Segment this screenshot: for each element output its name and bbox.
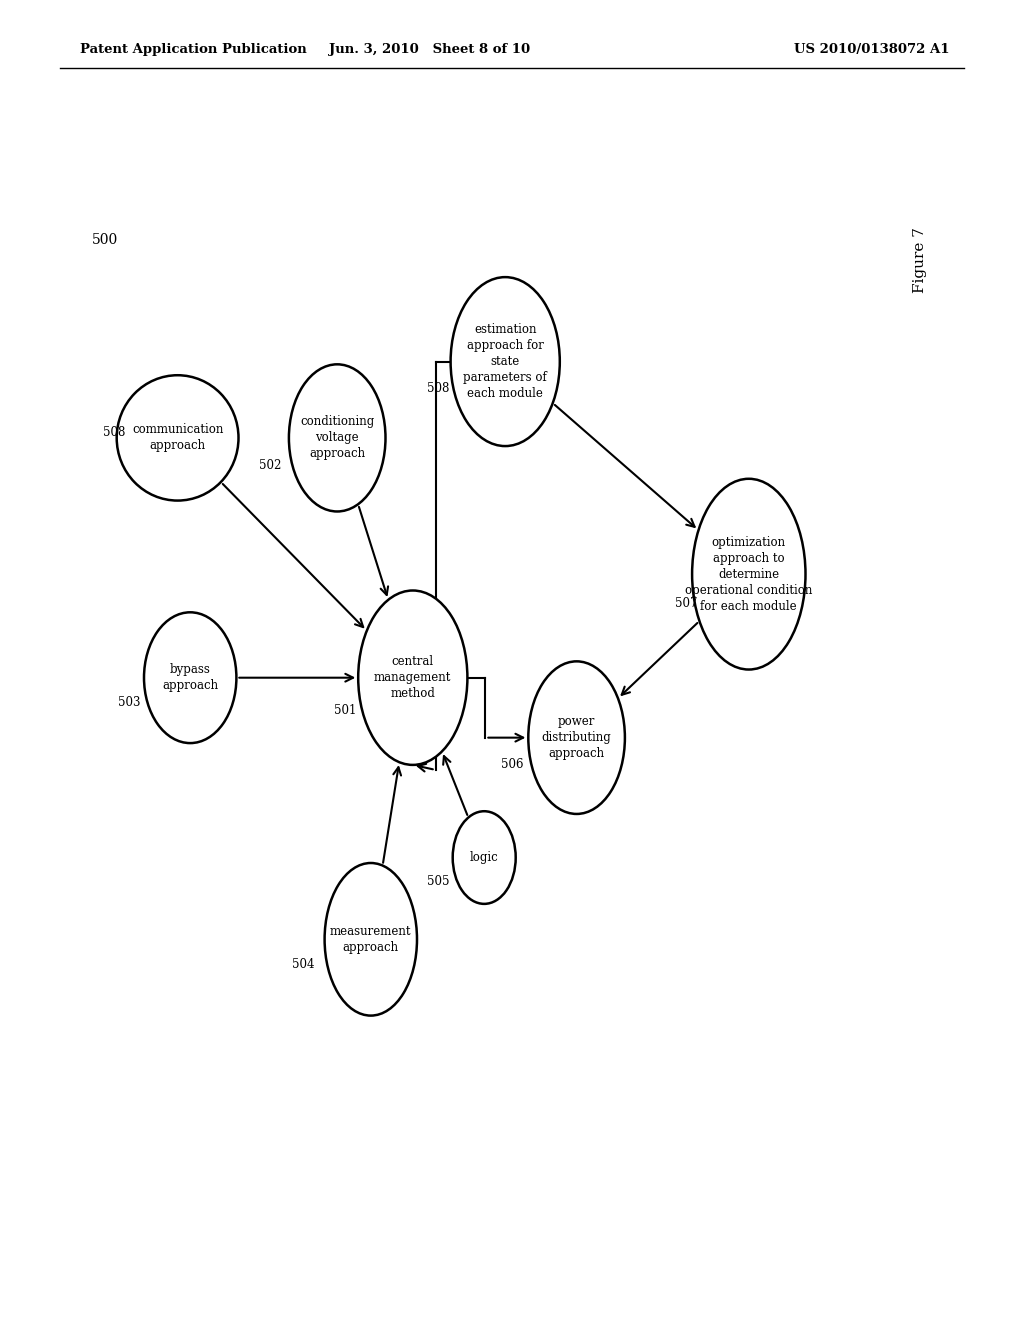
Text: central
management
method: central management method [374,655,452,700]
Ellipse shape [144,612,237,743]
Text: conditioning
voltage
approach: conditioning voltage approach [300,416,375,461]
Ellipse shape [528,661,625,814]
Text: 506: 506 [501,759,523,771]
Ellipse shape [692,479,806,669]
Ellipse shape [451,277,560,446]
Text: logic: logic [470,851,499,865]
Text: optimization
approach to
determine
operational condition
for each module: optimization approach to determine opera… [685,536,812,612]
Text: 508: 508 [427,383,450,396]
Text: estimation
approach for
state
parameters of
each module: estimation approach for state parameters… [463,323,547,400]
Text: 504: 504 [292,958,314,972]
Text: measurement
approach: measurement approach [330,925,412,954]
Text: 500: 500 [92,234,118,247]
Ellipse shape [117,375,239,500]
Text: communication
approach: communication approach [132,424,223,453]
Text: US 2010/0138072 A1: US 2010/0138072 A1 [795,44,950,57]
Ellipse shape [325,863,417,1015]
Text: Jun. 3, 2010   Sheet 8 of 10: Jun. 3, 2010 Sheet 8 of 10 [330,44,530,57]
Ellipse shape [358,590,467,764]
Text: 501: 501 [335,704,356,717]
Text: 507: 507 [675,597,697,610]
Text: 503: 503 [119,696,141,709]
Text: Figure 7: Figure 7 [913,227,927,293]
Text: 508: 508 [103,426,126,440]
Text: power
distributing
approach: power distributing approach [542,715,611,760]
Text: bypass
approach: bypass approach [162,663,218,692]
Ellipse shape [453,812,516,904]
Ellipse shape [289,364,385,511]
Text: Patent Application Publication: Patent Application Publication [80,44,307,57]
Text: 502: 502 [259,458,282,471]
Text: 505: 505 [427,875,450,888]
